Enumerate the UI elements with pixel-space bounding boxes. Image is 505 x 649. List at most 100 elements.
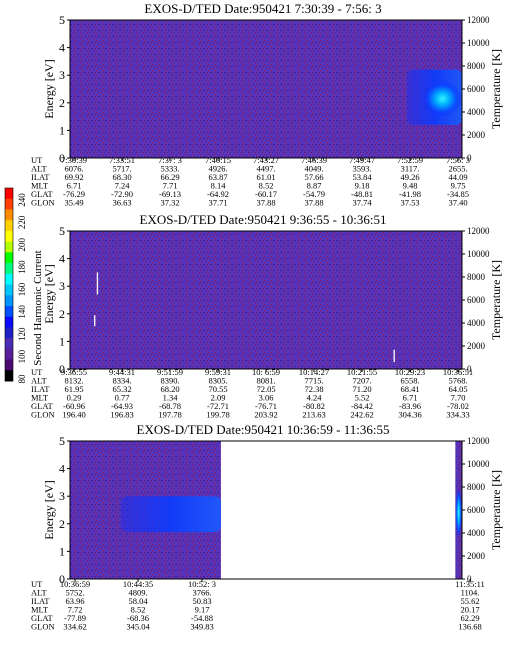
panel-2-cell: -84.42 bbox=[351, 401, 373, 411]
panel-1-cell: 5333. bbox=[160, 164, 179, 174]
panel-2-cell: -68.78 bbox=[159, 401, 181, 411]
panel-1-y-ticks: 0 1 2 3 4 5 bbox=[59, 13, 70, 165]
colorbar-tick-label: 160 bbox=[17, 282, 27, 296]
panel-3-cell: 334.62 bbox=[63, 622, 86, 632]
panel-1-cell: -34.85 bbox=[447, 189, 469, 199]
panel-2-cell: 0.77 bbox=[115, 393, 130, 403]
panel-1-cell: 36.63 bbox=[112, 198, 131, 208]
panel-3-cell: 20.17 bbox=[460, 605, 479, 615]
panel-2-row-label: GLAT bbox=[31, 401, 54, 411]
panel-2-row-label: ALT bbox=[31, 376, 48, 386]
colorbar-swatch bbox=[5, 241, 13, 253]
panel-1-title: EXOS-D/TED Date:950421 7:30:39 - 7:56: 3 bbox=[144, 1, 381, 16]
panel-2-y2-tick-label: 6000 bbox=[467, 295, 486, 305]
panel-1-cell: 8.14 bbox=[211, 181, 227, 191]
panel-1-row-label: GLON bbox=[31, 198, 55, 208]
panel-2-y-tick-label: 3 bbox=[59, 279, 65, 293]
colorbar-swatch bbox=[5, 338, 13, 350]
panel-1-cell: 6076. bbox=[64, 164, 83, 174]
panel-1-y-tick-label: 2 bbox=[59, 96, 65, 110]
panel-1-row-label: UT bbox=[31, 155, 43, 165]
panel-3-cell: 3766. bbox=[192, 588, 211, 598]
panel-1-cell: 4049. bbox=[304, 164, 323, 174]
colorbar-swatch bbox=[5, 220, 13, 232]
panel-2-row-label: MLT bbox=[31, 393, 49, 403]
panel-1: EXOS-D/TED Date:950421 7:30:39 - 7:56: 3… bbox=[31, 1, 503, 208]
panel-2-cell: 5.52 bbox=[355, 393, 370, 403]
colorbar: 240 220 200 180 160 140 120 100 80 Second Harmon… bbox=[4, 187, 44, 384]
panel-1-cell: 9.18 bbox=[355, 181, 370, 191]
colorbar-tick-label: 180 bbox=[17, 260, 27, 274]
panel-2-cell: 8305. bbox=[208, 376, 227, 386]
panel-2-cell: 71.20 bbox=[352, 384, 371, 394]
panel-1-cell: -48.81 bbox=[351, 189, 373, 199]
panel-1-y-tick-label: 3 bbox=[59, 68, 65, 82]
panel-1-row-label: MLT bbox=[31, 181, 49, 191]
panel-1-cell: 68.30 bbox=[112, 172, 131, 182]
panel-3-y-ticks: 0 1 2 3 4 5 bbox=[59, 434, 70, 586]
colorbar-frame bbox=[4, 187, 14, 382]
panel-2-cell: 334.33 bbox=[446, 410, 469, 420]
panel-1-y2-tick-label: 2000 bbox=[467, 130, 486, 140]
panel-3-y2-tick-label: 12000 bbox=[467, 436, 490, 446]
panel-1-cell: -72.90 bbox=[111, 189, 133, 199]
panel-3-row-label: UT bbox=[31, 579, 43, 589]
panel-1-cell: 37.32 bbox=[160, 198, 179, 208]
panel-2-cell: 7207. bbox=[352, 376, 371, 386]
panel-1-cell: 2655. bbox=[448, 164, 467, 174]
panel-2-cell: 196.83 bbox=[110, 410, 133, 420]
panel-2-y-tick-label: 0 bbox=[59, 362, 65, 376]
panel-1-cell: 63.87 bbox=[208, 172, 227, 182]
panel-2-cell: 64.05 bbox=[448, 384, 467, 394]
panel-2-cell: 8334. bbox=[112, 376, 131, 386]
panel-3-row-label: GLON bbox=[31, 622, 55, 632]
panel-2-cell: 4.24 bbox=[307, 393, 323, 403]
panel-1-blob-1 bbox=[422, 80, 462, 117]
panel-2-y2-tick-label: 10000 bbox=[467, 249, 490, 259]
panel-2-cell: 70.55 bbox=[208, 384, 227, 394]
panel-1-y2-tick-label: 6000 bbox=[467, 84, 486, 94]
colorbar-tick-label: 220 bbox=[17, 215, 27, 229]
panel-1-y-tick-label: 4 bbox=[59, 41, 65, 55]
colorbar-swatch bbox=[5, 327, 13, 339]
panel-2-cell: 213.63 bbox=[302, 410, 325, 420]
panel-1-cell: 49.26 bbox=[400, 172, 419, 182]
panel-3-y2-tick-label: 4000 bbox=[467, 528, 486, 538]
colorbar-tick-label: 200 bbox=[17, 238, 27, 252]
panel-2-cell: 1.34 bbox=[163, 393, 179, 403]
panel-2-row-label: UT bbox=[31, 367, 43, 377]
panel-2-cell: 7.70 bbox=[451, 393, 466, 403]
panel-3-cell: 11:35:11 bbox=[455, 579, 485, 589]
panel-1-cell: -41.98 bbox=[399, 189, 421, 199]
panel-2-cell: -64.93 bbox=[111, 401, 133, 411]
panel-3-cell: 8.52 bbox=[131, 605, 146, 615]
panel-1-cell: 37.40 bbox=[448, 198, 467, 208]
panel-1-cell: 4926. bbox=[208, 164, 227, 174]
panel-1-cell: 6.71 bbox=[67, 181, 82, 191]
colorbar-tick-label: 100 bbox=[17, 349, 27, 363]
panel-3-orbit-table: UT 10:36:59 10:44:35 10:52: 3 11:35:11 ALT 575… bbox=[31, 579, 485, 632]
panel-1-y2-ticks: 0 2000 4000 6000 8000 10000 12000 bbox=[462, 15, 490, 163]
panel-3-cell: 349.83 bbox=[190, 622, 213, 632]
panel-2-cell: 3.06 bbox=[259, 393, 274, 403]
panel-2-y-tick-label: 5 bbox=[59, 224, 65, 238]
colorbar-tick-label: 240 bbox=[17, 193, 27, 207]
panel-2-y-tick-label: 2 bbox=[59, 307, 65, 321]
panel-1-cell: -76.29 bbox=[63, 189, 85, 199]
panel-1-cell: 8.87 bbox=[307, 181, 322, 191]
panel-3-row-label: GLAT bbox=[31, 613, 54, 623]
panel-1-cell: 5717. bbox=[112, 164, 131, 174]
panel-3-cell: 136.68 bbox=[458, 622, 481, 632]
panel-1-y2-tick-label: 4000 bbox=[467, 107, 486, 117]
panel-1-y2-tick-label: 8000 bbox=[467, 61, 486, 71]
colorbar-swatch bbox=[5, 316, 13, 328]
panel-3-cell: 345.04 bbox=[126, 622, 150, 632]
panel-1-y-label: Energy [eV] bbox=[42, 59, 56, 118]
colorbar-swatch bbox=[5, 370, 13, 382]
colorbar-scale bbox=[5, 188, 13, 382]
panel-1-y2-tick-label: 10000 bbox=[467, 38, 490, 48]
panel-3-cell: -77.89 bbox=[64, 613, 86, 623]
panel-1-cell: 8.52 bbox=[259, 181, 274, 191]
panel-2-cell: 72.38 bbox=[304, 384, 323, 394]
